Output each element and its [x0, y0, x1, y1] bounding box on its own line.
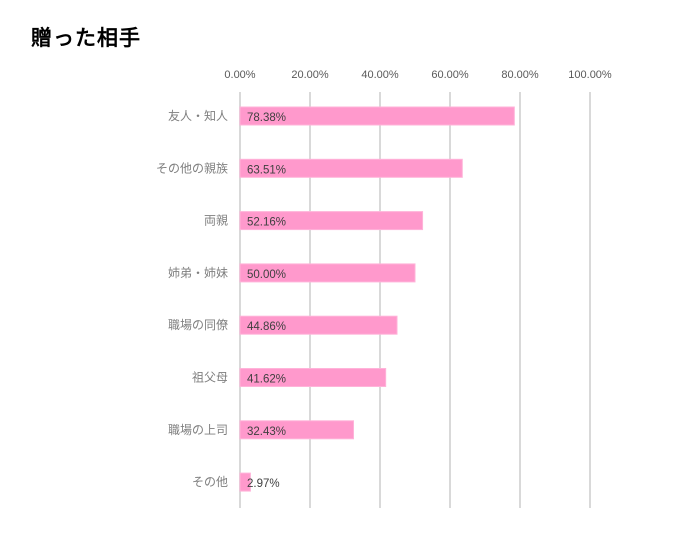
- category-label: その他: [192, 475, 228, 489]
- bar: [239, 420, 355, 440]
- chart-title: 贈った相手: [31, 26, 141, 50]
- bar: [239, 472, 251, 492]
- data-label: 44.86%: [247, 321, 286, 333]
- tick-label: 0.00%: [224, 69, 255, 81]
- bar: [239, 158, 463, 178]
- bar: [239, 263, 416, 283]
- tick-label: 60.00%: [431, 69, 469, 81]
- data-label: 32.43%: [247, 426, 286, 438]
- category-label: 祖父母: [192, 370, 228, 385]
- category-label: その他の親族: [156, 161, 228, 175]
- data-label: 50.00%: [247, 269, 286, 281]
- category-label: 職場の同僚: [168, 317, 228, 332]
- data-label: 2.97%: [247, 478, 280, 490]
- data-label: 52.16%: [247, 217, 286, 229]
- tick-label: 80.00%: [501, 69, 539, 81]
- tick-label: 20.00%: [291, 69, 329, 81]
- tick-label: 40.00%: [361, 69, 399, 81]
- category-label: 両親: [204, 214, 228, 228]
- bar: [239, 211, 424, 231]
- category-label: 職場の上司: [168, 423, 228, 437]
- data-label: 63.51%: [247, 164, 286, 176]
- bar: [239, 106, 515, 126]
- tick-label: 100.00%: [568, 69, 612, 81]
- data-label: 41.62%: [247, 374, 286, 386]
- bar: [239, 315, 398, 335]
- data-label: 78.38%: [247, 112, 286, 124]
- category-label: 姉弟・姉妹: [168, 265, 228, 280]
- category-label: 友人・知人: [168, 109, 228, 123]
- bar: [239, 368, 387, 387]
